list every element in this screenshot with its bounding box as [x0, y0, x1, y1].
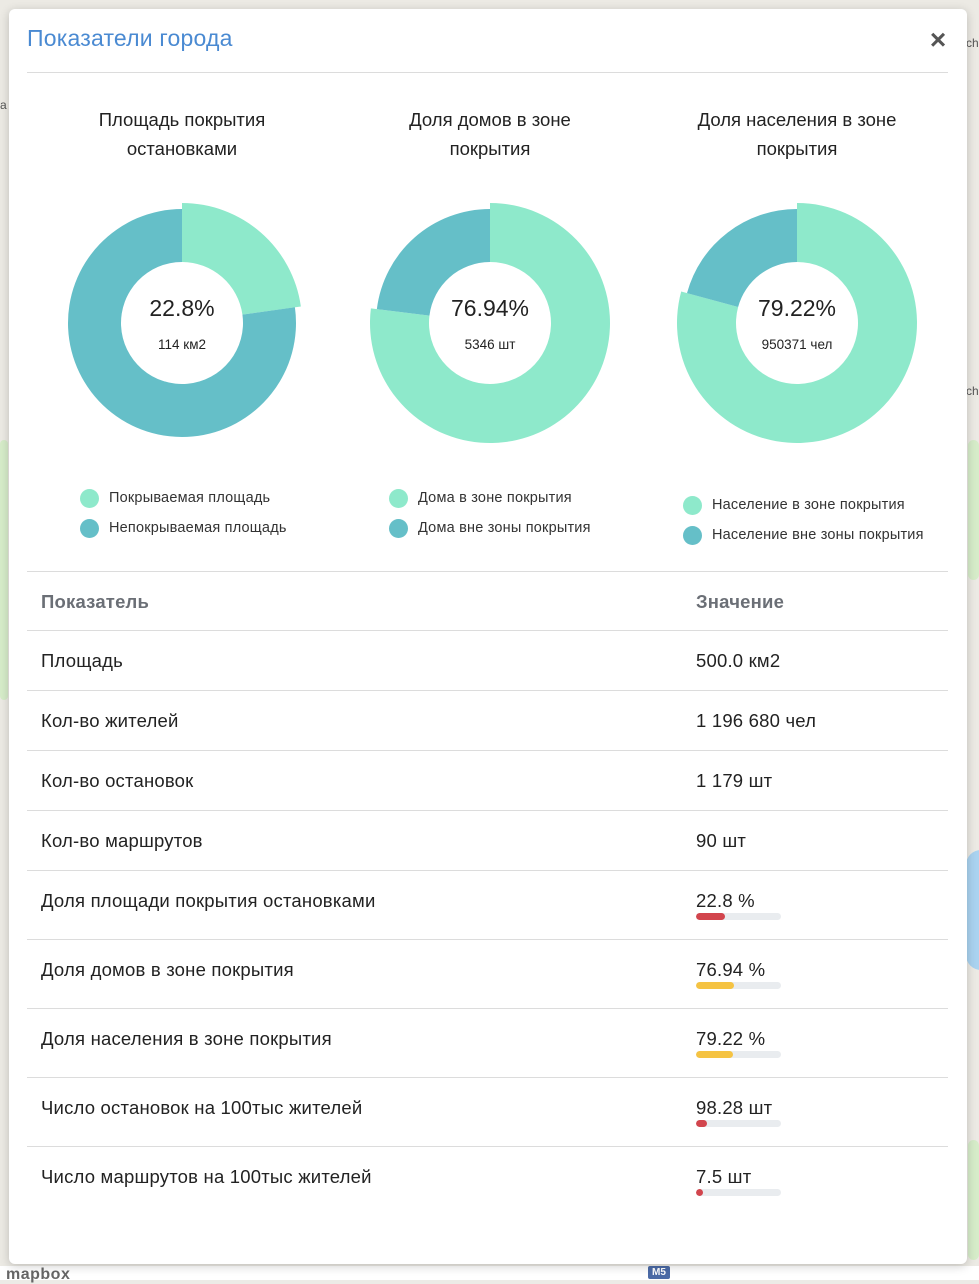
chart-coverage-area: Площадь покрытия остановками 22.8% 114 к…	[32, 105, 332, 543]
progress-bar	[696, 1120, 781, 1127]
donut-slice-covered[interactable]	[182, 203, 301, 315]
row-indicator-value: 500.0 км2	[696, 650, 781, 671]
donut-percent: 79.22%	[757, 295, 836, 321]
chart-population-share: Доля населения в зоне покрытия 79.22% 95…	[647, 105, 947, 550]
row-indicator-name: Доля площади покрытия остановками	[41, 890, 376, 911]
table-header-row: Показатель Значение	[27, 571, 948, 630]
legend-dot-icon	[683, 525, 702, 545]
table-row: Доля площади покрытия остановками 22.8 %	[27, 870, 948, 939]
donut-svg	[68, 203, 301, 437]
chart-legend: Население в зоне покрытия Население вне …	[647, 490, 947, 550]
chart-title-line1: Доля домов в зоне	[409, 109, 571, 130]
row-indicator-value: 98.28 шт	[696, 1097, 773, 1118]
legend-item[interactable]: Дома в зоне покрытия	[389, 483, 640, 513]
header-indicator[interactable]: Показатель	[41, 591, 150, 612]
row-indicator-value: 90 шт	[696, 830, 747, 851]
legend-label: Население в зоне покрытия	[712, 497, 905, 513]
donut-slice-covered[interactable]	[370, 203, 610, 443]
legend-label: Непокрываемая площадь	[109, 520, 287, 536]
table-row: Доля населения в зоне покрытия 79.22 %	[27, 1008, 948, 1077]
chart-title: Доля населения в зоне покрытия	[647, 105, 947, 163]
table-row: Доля домов в зоне покрытия 76.94 %	[27, 939, 948, 1008]
mapbox-logo: mapbox	[6, 1266, 71, 1283]
donut-svg	[677, 203, 917, 443]
chart-title-line1: Площадь покрытия	[98, 109, 266, 130]
table-row: Кол-во жителей 1 196 680 чел	[27, 690, 948, 750]
donut-percent: 76.94%	[450, 295, 529, 321]
chart-title-line2: остановками	[126, 138, 238, 159]
legend-dot-icon	[80, 518, 99, 538]
donut-slice-uncovered[interactable]	[686, 209, 797, 308]
chart-title: Доля домов в зоне покрытия	[340, 105, 640, 163]
legend-item[interactable]: Покрываемая площадь	[80, 483, 332, 513]
legend-item[interactable]: Непокрываемая площадь	[80, 513, 332, 543]
row-indicator-value: 76.94 %	[696, 959, 766, 980]
chart-legend: Покрываемая площадь Непокрываемая площад…	[32, 483, 332, 543]
progress-bar	[696, 982, 781, 989]
row-indicator-name: Число остановок на 100тыс жителей	[41, 1097, 363, 1118]
legend-dot-icon	[389, 518, 408, 538]
legend-label: Дома вне зоны покрытия	[418, 520, 591, 536]
row-indicator-value: 79.22 %	[696, 1028, 766, 1049]
legend-dot-icon	[389, 488, 408, 508]
progress-bar	[696, 913, 781, 920]
road-badge-m5: M5	[648, 1266, 670, 1279]
row-indicator-value: 1 196 680 чел	[696, 710, 817, 731]
legend-label: Население вне зоны покрытия	[712, 527, 924, 543]
chart-title: Площадь покрытия остановками	[32, 105, 332, 163]
progress-fill	[696, 1051, 733, 1058]
chart-title-line2: покрытия	[756, 138, 838, 159]
donut-value: 950371 чел	[761, 337, 833, 352]
legend-item[interactable]: Население в зоне покрытия	[683, 490, 947, 520]
row-indicator-name: Доля населения в зоне покрытия	[41, 1028, 332, 1049]
donut-value: 5346 шт	[464, 337, 516, 352]
donut-svg	[370, 203, 610, 443]
progress-bar	[696, 1051, 781, 1058]
table-row: Число маршрутов на 100тыс жителей 7.5 шт	[27, 1146, 948, 1215]
table-row: Кол-во маршрутов 90 шт	[27, 810, 948, 870]
city-stats-modal: Показатели города × Площадь покрытия ост…	[9, 9, 967, 1264]
donut-percent: 22.8%	[149, 295, 215, 321]
row-indicator-name: Доля домов в зоне покрытия	[41, 959, 294, 980]
header-divider	[27, 72, 948, 73]
row-indicator-value: 1 179 шт	[696, 770, 773, 791]
donut-chart: 76.94% 5346 шт	[340, 203, 640, 453]
legend-item[interactable]: Дома вне зоны покрытия	[389, 513, 640, 543]
row-indicator-name: Число маршрутов на 100тыс жителей	[41, 1166, 372, 1187]
donut-slice-uncovered[interactable]	[68, 209, 296, 437]
progress-bar	[696, 1189, 781, 1196]
chart-legend: Дома в зоне покрытия Дома вне зоны покры…	[340, 483, 640, 543]
legend-dot-icon	[683, 495, 702, 515]
stats-table: Показатель Значение Площадь 500.0 км2 Кол-…	[27, 571, 948, 1215]
row-indicator-name: Кол-во маршрутов	[41, 830, 203, 851]
table-row: Число остановок на 100тыс жителей 98.28 ш…	[27, 1077, 948, 1146]
progress-fill	[696, 1120, 708, 1127]
row-indicator-value: 22.8 %	[696, 890, 755, 911]
table-row: Площадь 500.0 км2	[27, 630, 948, 690]
progress-fill	[696, 1189, 703, 1196]
row-indicator-name: Площадь	[41, 650, 123, 671]
legend-dot-icon	[80, 488, 99, 508]
progress-fill	[696, 982, 735, 989]
donut-slice-covered[interactable]	[677, 203, 917, 443]
row-indicator-name: Кол-во остановок	[41, 770, 194, 791]
legend-item[interactable]: Население вне зоны покрытия	[683, 520, 946, 550]
legend-label: Покрываемая площадь	[109, 490, 271, 506]
chart-houses-share: Доля домов в зоне покрытия 76.94% 5346 ш…	[340, 105, 640, 543]
progress-fill	[696, 913, 725, 920]
donut-slice-uncovered[interactable]	[376, 209, 490, 316]
row-indicator-value: 7.5 шт	[696, 1166, 752, 1187]
row-indicator-name: Кол-во жителей	[41, 710, 179, 731]
chart-title-line1: Доля населения в зоне	[697, 109, 897, 130]
header-value[interactable]: Значение	[696, 591, 785, 612]
donut-value: 114 км2	[158, 337, 206, 352]
chart-title-line2: покрытия	[449, 138, 531, 159]
donut-chart: 22.8% 114 км2	[32, 203, 332, 453]
donut-chart: 79.22% 950371 чел	[647, 203, 947, 453]
close-icon[interactable]: ×	[929, 24, 947, 55]
modal-title: Показатели города	[27, 25, 233, 51]
table-row: Кол-во остановок 1 179 шт	[27, 750, 948, 810]
legend-label: Дома в зоне покрытия	[418, 490, 572, 506]
